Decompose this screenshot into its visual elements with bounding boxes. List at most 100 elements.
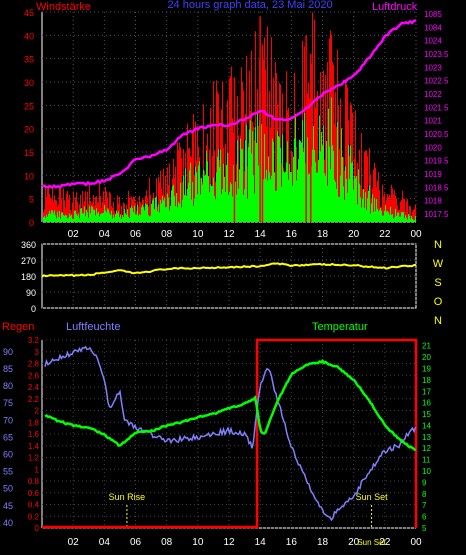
gust-bar: [238, 135, 239, 222]
gust-bar: [106, 191, 107, 222]
speed-bar: [192, 181, 193, 222]
speed-bar: [359, 183, 360, 222]
speed-bar: [49, 211, 50, 222]
speed-bar: [335, 181, 336, 222]
gust-bar: [73, 191, 74, 222]
gust-bar: [93, 195, 94, 222]
gust-bar: [160, 170, 161, 222]
speed-bar: [267, 180, 268, 222]
gust-bar: [275, 62, 276, 222]
speed-bar: [153, 198, 154, 222]
speed-bar: [66, 215, 67, 222]
gust-bar: [384, 193, 385, 222]
speed-bar: [110, 215, 111, 222]
speed-bar: [288, 179, 289, 222]
speed-bar: [180, 182, 181, 222]
speed-bar: [307, 137, 308, 222]
gust-bar: [243, 90, 244, 222]
speed-bar: [116, 210, 117, 222]
temperature-tick-label: 6: [422, 513, 427, 522]
gust-bar: [367, 156, 368, 222]
speed-bar: [104, 205, 105, 222]
speed-bar: [198, 165, 199, 222]
compass-label: W: [433, 258, 444, 270]
wind-x-tick-label: 10: [192, 229, 204, 240]
gust-bar: [263, 59, 264, 222]
speed-bar: [282, 134, 283, 222]
speed-bar: [130, 207, 131, 222]
speed-bar: [266, 169, 267, 222]
gust-bar: [129, 197, 130, 222]
humidity-tick-label: 40: [3, 518, 13, 528]
speed-bar: [277, 131, 278, 222]
speed-bar: [297, 169, 298, 222]
speed-bar: [296, 180, 297, 222]
speed-bar: [112, 218, 113, 222]
wind-tick-label: 10: [24, 171, 34, 181]
speed-bar: [407, 219, 408, 222]
speed-bar: [117, 213, 118, 222]
gust-bar: [75, 197, 76, 222]
gust-bar: [401, 200, 402, 222]
speed-bar: [207, 161, 208, 222]
rain-tick-label: 2.8: [28, 360, 40, 369]
climate-x-tick-label: 06: [130, 537, 142, 548]
humidity-tick-label: 50: [3, 484, 13, 494]
gust-bar: [286, 71, 287, 222]
gust-bar: [271, 37, 272, 223]
speed-bar: [334, 179, 335, 222]
speed-bar: [90, 213, 91, 222]
speed-bar: [291, 172, 292, 222]
speed-bar: [363, 189, 364, 222]
gust-bar: [105, 186, 106, 222]
speed-bar: [375, 211, 376, 222]
speed-bar: [381, 210, 382, 222]
speed-bar: [348, 144, 349, 222]
climate-x-tick-label: 22: [379, 537, 391, 548]
speed-bar: [78, 213, 79, 222]
gust-bar: [181, 158, 182, 222]
rain-tick-label: 1.2: [28, 454, 40, 463]
speed-bar: [176, 192, 177, 222]
speed-bar: [139, 213, 140, 222]
gust-bar: [66, 193, 67, 222]
humidity-tick-label: 65: [3, 432, 13, 442]
gust-bar: [361, 133, 362, 222]
pressure-tick-label: 1021: [424, 117, 442, 126]
rain-line: [42, 338, 418, 529]
speed-bar: [211, 185, 212, 222]
climate-x-tick-label: 20: [348, 537, 360, 548]
speed-bar: [233, 164, 234, 222]
speed-bar: [319, 115, 320, 222]
wind-x-tick-label: 04: [99, 229, 111, 240]
gust-bar: [214, 150, 215, 222]
speed-bar: [354, 175, 355, 222]
speed-bar: [95, 215, 96, 222]
speed-bar: [264, 133, 265, 222]
gust-bar: [113, 201, 114, 222]
speed-bar: [268, 156, 269, 222]
gust-bar: [339, 149, 340, 222]
gust-bar: [54, 195, 55, 222]
speed-bar: [97, 213, 98, 222]
speed-bar: [248, 147, 249, 222]
gust-bar: [103, 191, 104, 222]
speed-bar: [85, 216, 86, 222]
gust-bar: [165, 176, 166, 222]
speed-bar: [355, 178, 356, 222]
speed-bar: [333, 150, 334, 222]
speed-bar: [65, 214, 66, 222]
gust-bar: [270, 127, 271, 222]
speed-bar: [156, 196, 157, 222]
temperature-tick-label: 13: [422, 433, 431, 442]
gust-bar: [117, 195, 118, 222]
speed-bar: [216, 172, 217, 222]
gust-bar: [236, 163, 237, 222]
gust-bar: [254, 140, 255, 222]
speed-bar: [342, 157, 343, 222]
pressure-tick-label: 1023: [424, 63, 442, 72]
speed-bar: [209, 192, 210, 222]
gust-bar: [222, 81, 223, 222]
